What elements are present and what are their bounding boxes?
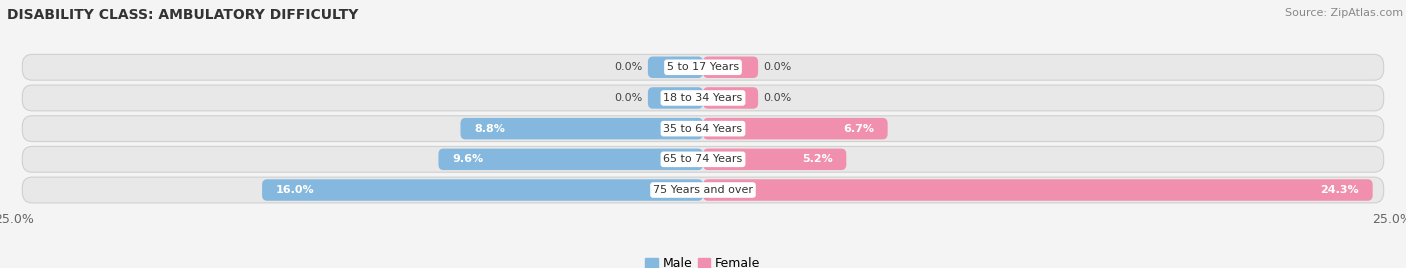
FancyBboxPatch shape xyxy=(22,85,1384,111)
Text: Source: ZipAtlas.com: Source: ZipAtlas.com xyxy=(1285,8,1403,18)
Text: 6.7%: 6.7% xyxy=(842,124,875,134)
Text: 0.0%: 0.0% xyxy=(763,93,792,103)
Text: 16.0%: 16.0% xyxy=(276,185,315,195)
FancyBboxPatch shape xyxy=(22,116,1384,142)
Text: 65 to 74 Years: 65 to 74 Years xyxy=(664,154,742,164)
FancyBboxPatch shape xyxy=(461,118,703,139)
Text: 0.0%: 0.0% xyxy=(763,62,792,72)
FancyBboxPatch shape xyxy=(703,118,887,139)
FancyBboxPatch shape xyxy=(262,179,703,201)
Text: DISABILITY CLASS: AMBULATORY DIFFICULTY: DISABILITY CLASS: AMBULATORY DIFFICULTY xyxy=(7,8,359,22)
Text: 35 to 64 Years: 35 to 64 Years xyxy=(664,124,742,134)
Text: 18 to 34 Years: 18 to 34 Years xyxy=(664,93,742,103)
Text: 24.3%: 24.3% xyxy=(1320,185,1358,195)
FancyBboxPatch shape xyxy=(703,87,758,109)
Text: 8.8%: 8.8% xyxy=(474,124,505,134)
Text: 5 to 17 Years: 5 to 17 Years xyxy=(666,62,740,72)
Text: 9.6%: 9.6% xyxy=(453,154,484,164)
Text: 0.0%: 0.0% xyxy=(614,93,643,103)
FancyBboxPatch shape xyxy=(648,87,703,109)
FancyBboxPatch shape xyxy=(22,146,1384,172)
Text: 0.0%: 0.0% xyxy=(614,62,643,72)
FancyBboxPatch shape xyxy=(648,57,703,78)
FancyBboxPatch shape xyxy=(22,177,1384,203)
FancyBboxPatch shape xyxy=(703,148,846,170)
Legend: Male, Female: Male, Female xyxy=(641,252,765,268)
Text: 5.2%: 5.2% xyxy=(801,154,832,164)
FancyBboxPatch shape xyxy=(439,148,703,170)
FancyBboxPatch shape xyxy=(703,57,758,78)
FancyBboxPatch shape xyxy=(22,54,1384,80)
Text: 75 Years and over: 75 Years and over xyxy=(652,185,754,195)
FancyBboxPatch shape xyxy=(703,179,1372,201)
